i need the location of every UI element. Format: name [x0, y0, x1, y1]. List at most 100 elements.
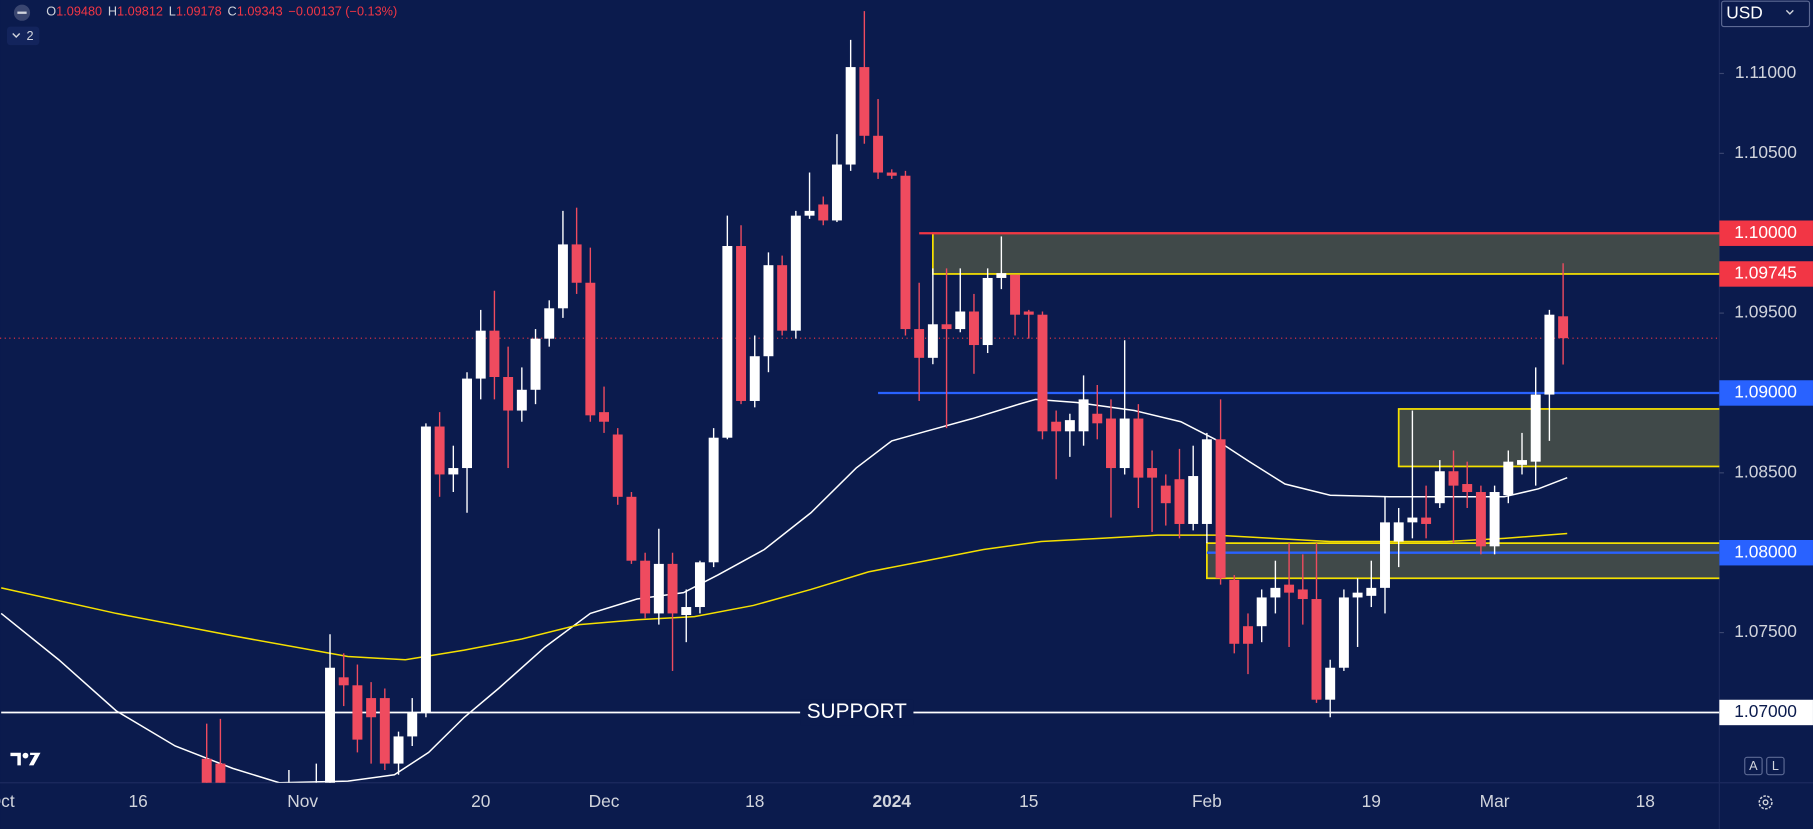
candle-body — [1448, 471, 1459, 486]
candle-body — [763, 265, 774, 357]
candle-body — [626, 496, 637, 561]
y-tick-label: 1.11000 — [1735, 62, 1796, 82]
candle-body — [1284, 584, 1295, 593]
log-scale-button[interactable] — [1766, 756, 1785, 776]
candle-body — [544, 308, 555, 339]
price-label-bg — [1719, 220, 1813, 246]
x-tick-label: 16 — [129, 791, 148, 811]
candle-body — [1160, 485, 1171, 504]
logo-part — [10, 752, 21, 766]
zone — [1206, 542, 1720, 580]
legend-header: O1.09480 H1.09812 L1.09178 C1.09343 −0.00137… — [6, 4, 397, 46]
axes: 1.07000 1.07500 1.08000 1.08500 1.09000 1.095… — [0, 62, 1813, 811]
candle-body — [1092, 413, 1103, 424]
candle-body — [338, 677, 349, 686]
candle-body — [694, 562, 705, 608]
candle-body — [407, 712, 418, 737]
x-tick-label: Mar — [1480, 791, 1510, 811]
candle-body — [571, 244, 582, 283]
candle-body — [749, 356, 760, 401]
zone — [931, 232, 1720, 275]
candle-body — [1270, 587, 1281, 598]
candle-body — [653, 563, 664, 614]
candle-body — [996, 273, 1007, 278]
candle-body — [1530, 394, 1541, 462]
candle-body — [1475, 492, 1486, 547]
y-tick-label: 1.07500 — [1734, 621, 1797, 641]
price-label: 1.08000 — [1734, 541, 1797, 561]
candle-body — [516, 389, 527, 411]
candle-body — [215, 763, 226, 783]
zone — [1397, 408, 1720, 468]
candle-body — [448, 468, 459, 475]
candle-body — [968, 311, 979, 346]
auto-scale-button[interactable] — [1744, 756, 1763, 776]
currency-box[interactable] — [1721, 0, 1811, 28]
candle-body — [366, 698, 377, 718]
level-text: SUPPORT — [807, 700, 907, 723]
candle-body — [1544, 314, 1555, 395]
log-scale-label: L — [1772, 758, 1779, 773]
dropdown-icon — [1785, 9, 1794, 15]
candle-body — [681, 607, 692, 616]
candle-body — [900, 175, 911, 330]
candle-body — [1078, 399, 1089, 432]
gear-icon-center — [1762, 799, 1769, 806]
x-tick-label: 19 — [1362, 791, 1381, 811]
candle-body — [831, 164, 842, 221]
candle-body — [1174, 479, 1185, 524]
moving-average-line — [1, 532, 1568, 661]
price-change: −0.00137 (−0.13%) — [288, 4, 397, 19]
candle-body — [1489, 492, 1500, 547]
level-text-bg — [800, 699, 914, 726]
candle-body — [804, 210, 815, 216]
currency-selector[interactable]: USD — [1721, 0, 1811, 28]
ohlc-value: 1.09812 — [117, 4, 163, 19]
candle-body — [859, 67, 870, 136]
indicators-toggle[interactable]: 2 — [6, 26, 40, 46]
price-label-bg — [1719, 699, 1813, 726]
candle-body — [955, 311, 966, 330]
y-tick-label: 1.09500 — [1734, 302, 1797, 322]
candle-body — [1243, 626, 1253, 644]
candle-body — [393, 736, 404, 764]
candle-body — [1256, 597, 1267, 627]
indicators-toggle-bg[interactable] — [6, 26, 40, 46]
scale-buttons: A L — [1744, 756, 1785, 810]
candle-body — [1462, 484, 1473, 493]
candle-body — [818, 204, 829, 221]
candle-body — [420, 426, 431, 713]
ohlc-key: L — [169, 4, 176, 19]
candle-body — [585, 282, 596, 416]
auto-scale-label: A — [1749, 758, 1758, 773]
indicators-count: 2 — [27, 28, 34, 43]
candle-body — [1023, 311, 1034, 315]
candle-body — [736, 246, 747, 401]
plot-area: SUPPORT — [0, 11, 1720, 783]
candle-body — [845, 67, 856, 165]
candle-body — [1393, 522, 1404, 542]
candle-body — [1407, 517, 1418, 523]
candle-body — [1421, 517, 1432, 524]
candle-body — [1229, 579, 1240, 644]
candle-body — [927, 324, 938, 358]
candle-body — [1133, 418, 1144, 478]
settings-button[interactable] — [1758, 795, 1773, 810]
candle-body — [722, 246, 733, 438]
ohlc-value: 1.09480 — [56, 4, 102, 19]
candle-body — [1325, 667, 1336, 700]
candle-body — [982, 277, 993, 346]
price-label-bg — [1719, 540, 1813, 566]
x-tick-label: 20 — [471, 791, 490, 811]
x-tick-label: 15 — [1019, 791, 1038, 811]
currency-label: USD — [1726, 2, 1763, 22]
candle-body — [1010, 274, 1021, 315]
candle-body — [475, 330, 486, 379]
candle-body — [708, 437, 719, 563]
candle-body — [612, 434, 623, 497]
candle-body — [1201, 439, 1212, 524]
candle-body — [1147, 468, 1158, 478]
ohlc-key: O — [46, 4, 56, 19]
candle-body — [873, 135, 884, 173]
